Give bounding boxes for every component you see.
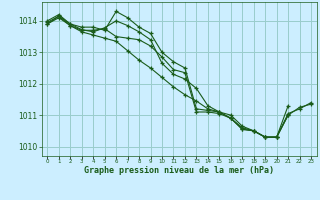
X-axis label: Graphe pression niveau de la mer (hPa): Graphe pression niveau de la mer (hPa): [84, 166, 274, 175]
